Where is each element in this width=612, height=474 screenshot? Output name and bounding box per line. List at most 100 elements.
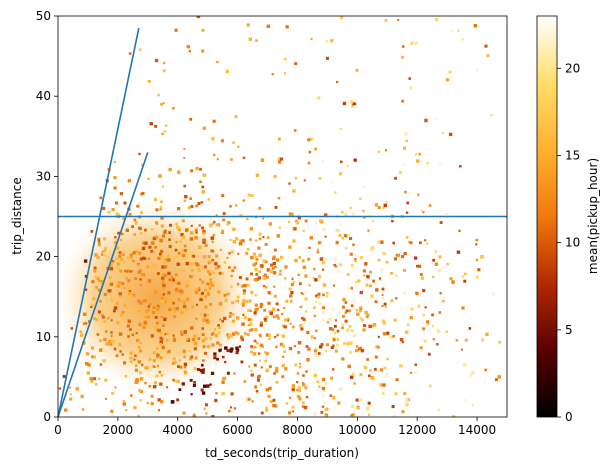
heat-cell	[233, 266, 237, 269]
heat-cell	[208, 260, 212, 264]
heat-cell	[138, 48, 142, 51]
heat-cell	[238, 275, 242, 279]
heat-cell	[201, 391, 206, 395]
heat-cell	[282, 355, 285, 358]
heat-cell	[110, 267, 113, 271]
heat-cell	[179, 240, 182, 243]
heat-cell	[291, 405, 295, 409]
heat-cell	[344, 319, 348, 323]
heat-cell	[243, 283, 247, 288]
heat-cell	[167, 258, 171, 262]
heat-cell	[102, 206, 106, 211]
heat-cell	[148, 245, 152, 249]
heat-cell	[254, 385, 258, 389]
y-axis-label: trip_distance	[10, 177, 24, 254]
heat-cell	[460, 348, 463, 351]
heat-cell	[161, 132, 164, 136]
heat-cell	[234, 114, 238, 119]
heat-cell	[118, 254, 122, 258]
heat-cell	[353, 334, 357, 337]
heat-cell	[228, 315, 232, 318]
heat-cell	[179, 365, 183, 369]
heat-cell	[230, 158, 233, 161]
overlay-line-2	[58, 152, 149, 417]
heat-cell	[162, 324, 165, 327]
heat-cell	[309, 236, 313, 240]
heat-cell	[195, 231, 198, 234]
heat-cell	[349, 100, 354, 104]
heat-cell	[294, 176, 298, 180]
heat-cell	[235, 299, 238, 303]
heat-cell	[173, 311, 176, 314]
heat-cell	[173, 256, 177, 260]
heat-cell	[434, 262, 439, 266]
heat-cell	[118, 281, 121, 284]
heat-cell	[293, 345, 296, 348]
heat-cell	[195, 334, 199, 338]
heat-cell	[194, 290, 199, 295]
heat-cell	[347, 286, 352, 290]
heat-cell	[492, 292, 495, 296]
heat-cell	[332, 344, 335, 347]
heat-cell	[402, 45, 405, 48]
heat-cell	[164, 265, 168, 269]
heat-cell	[403, 291, 407, 295]
heat-cell	[321, 395, 324, 398]
heat-cell	[190, 393, 193, 396]
heat-cell	[206, 290, 210, 294]
heat-cell	[301, 405, 305, 408]
heat-cell	[149, 312, 154, 317]
heat-cell	[370, 294, 374, 298]
heat-cell	[189, 197, 192, 200]
heat-cell	[314, 346, 317, 349]
heat-cell	[445, 213, 448, 216]
heat-cell	[414, 363, 418, 366]
heat-cell	[401, 341, 404, 344]
heat-cell	[334, 265, 338, 268]
heat-cell	[97, 240, 101, 243]
heat-cell	[200, 313, 203, 316]
heat-cell	[208, 286, 212, 290]
heat-cell	[167, 254, 170, 257]
heat-cell	[115, 354, 119, 358]
heat-cell	[253, 363, 257, 367]
heat-cell	[98, 279, 101, 283]
heat-cell	[84, 322, 88, 325]
heat-cell	[414, 371, 417, 375]
heat-cell	[161, 265, 165, 269]
heat-cell	[162, 286, 166, 290]
heat-cell	[326, 349, 330, 352]
heat-cell	[341, 357, 345, 361]
heat-cell	[325, 294, 329, 298]
heat-cell	[356, 406, 360, 410]
heat-cell	[351, 104, 355, 108]
heat-cell	[138, 323, 142, 327]
heat-cell	[153, 263, 157, 268]
heat-cell	[132, 259, 135, 263]
heat-cell	[405, 235, 409, 239]
heat-cell	[116, 262, 121, 266]
heat-cell	[119, 192, 123, 196]
heat-cell	[399, 337, 404, 342]
heat-cell	[129, 394, 133, 397]
heat-cell	[324, 413, 328, 417]
colorbar-tick-label: 0	[565, 410, 573, 424]
heat-cell	[191, 337, 196, 342]
heat-cell	[398, 170, 403, 175]
heat-cell	[104, 249, 107, 252]
heat-cell	[367, 229, 370, 232]
heat-cell	[96, 255, 100, 259]
heat-cell	[274, 369, 279, 373]
heat-cell	[103, 292, 107, 296]
heat-cell	[135, 380, 139, 385]
heat-cell	[269, 269, 273, 273]
heat-cell	[343, 342, 346, 345]
heat-cell	[355, 345, 359, 348]
heat-cell	[367, 413, 371, 416]
heat-cell	[258, 253, 263, 257]
heat-cell	[324, 415, 327, 417]
heat-cell	[436, 329, 441, 333]
heat-cell	[406, 323, 410, 327]
heat-cell	[341, 326, 344, 330]
